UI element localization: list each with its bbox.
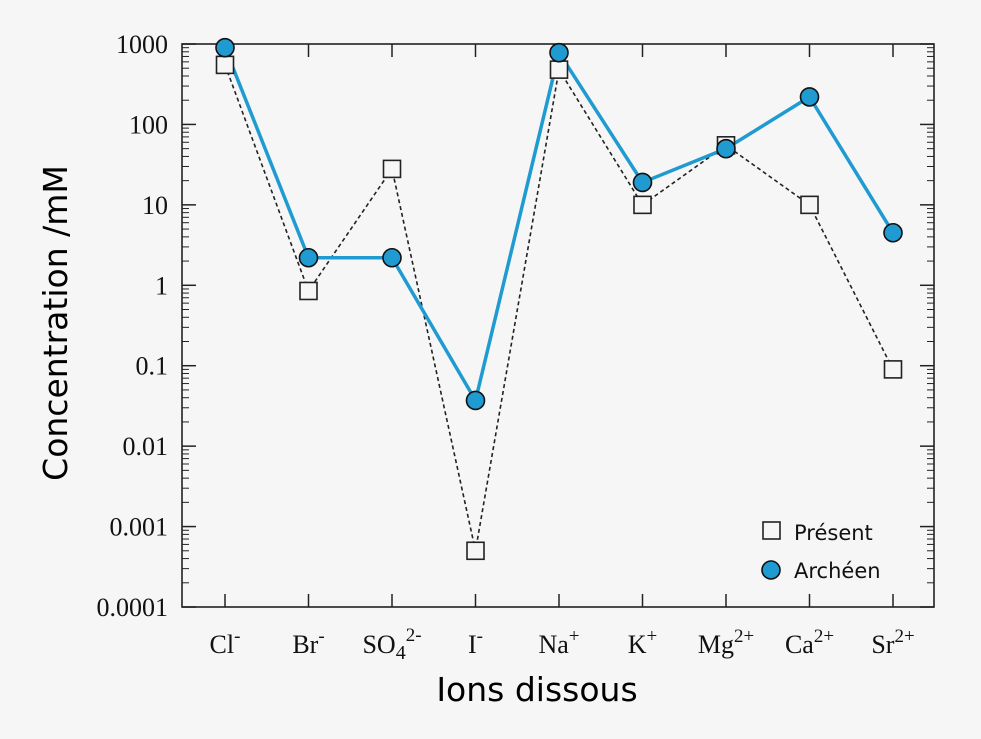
point-present	[800, 195, 819, 215]
x-tick-label: Mg2+	[698, 626, 754, 659]
point-present	[215, 55, 235, 75]
y-tick-labels: 0.0001 0.001 0.01 0.1 1 10 100 1000	[97, 30, 169, 622]
x-tick-label: Br-	[292, 626, 324, 659]
y-tick-label: 0.1	[136, 352, 169, 381]
x-tick-label: I-	[468, 626, 483, 659]
x-tick-label: K+	[628, 626, 658, 659]
x-tick-labels: Cl- Br- SO42- I- Na+ K+ Mg2+ Ca2+ Sr2+	[210, 625, 915, 664]
point-archeen	[298, 247, 319, 268]
y-tick-label: 1000	[116, 30, 168, 59]
x-tick-label: Ca2+	[785, 626, 834, 659]
x-tick-label: SO42-	[362, 625, 421, 664]
x-tick-label: Cl-	[210, 626, 241, 659]
point-archeen	[716, 138, 736, 159]
y-tick-label: 0.0001	[97, 593, 169, 622]
legend-marker-present	[762, 521, 781, 540]
legend-label-archeen: Archéen	[794, 559, 881, 583]
x-tick-label: Sr2+	[871, 626, 914, 659]
legend-marker-archeen	[761, 560, 781, 580]
x-axis-label: Ions dissous	[436, 670, 637, 709]
point-archeen	[382, 247, 402, 268]
point-present	[299, 281, 318, 301]
y-tick-label: 10	[142, 191, 168, 220]
point-present	[549, 60, 569, 79]
legend-label-present: Présent	[794, 521, 873, 545]
point-present	[466, 541, 485, 561]
series-line-archeen	[223, 47, 895, 403]
point-archeen	[465, 390, 486, 411]
y-tick-label: 0.001	[110, 513, 169, 542]
point-archeen	[799, 87, 820, 107]
legend: Présent Archéen	[761, 521, 881, 583]
point-present	[883, 360, 903, 379]
y-tick-label: 1	[155, 271, 168, 300]
point-present	[633, 195, 652, 215]
y-axis-label: Concentration /mM	[36, 165, 75, 481]
series-layer	[215, 37, 903, 561]
series-line-present	[224, 64, 894, 551]
point-archeen	[215, 37, 235, 58]
point-archeen	[549, 42, 569, 63]
x-tick-label: Na+	[538, 626, 579, 659]
y-tick-label: 100	[129, 110, 168, 139]
point-archeen	[632, 172, 653, 193]
point-present	[382, 159, 402, 179]
point-archeen	[883, 222, 903, 243]
y-tick-label: 0.01	[123, 432, 169, 461]
